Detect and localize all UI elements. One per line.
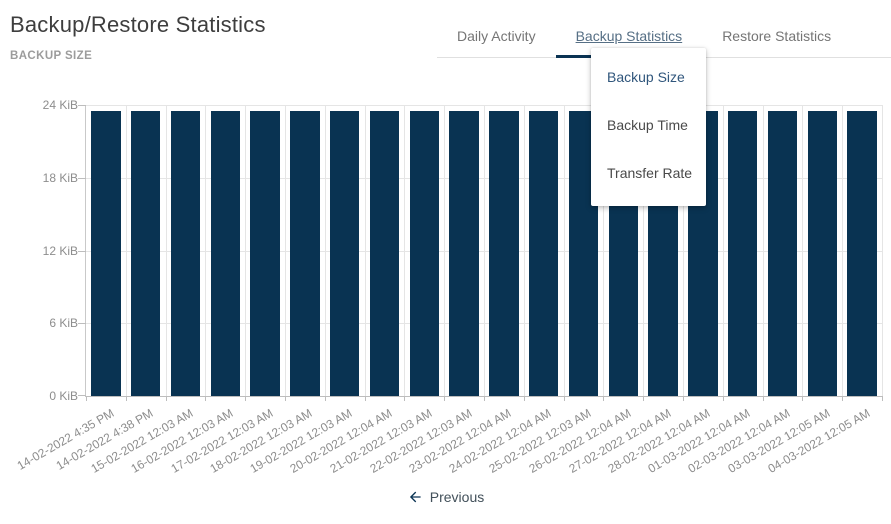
tab-label: Backup Statistics <box>575 28 683 44</box>
gridline <box>245 105 247 396</box>
previous-button[interactable]: Previous <box>407 489 484 505</box>
gridline <box>125 105 127 396</box>
x-axis-tick <box>603 396 605 401</box>
gridline <box>563 105 565 396</box>
x-axis-tick <box>563 396 565 401</box>
x-axis-tick <box>86 396 87 401</box>
x-axis-tick <box>364 396 366 401</box>
chart-bar[interactable] <box>91 111 121 396</box>
y-axis-label: 24 KiB <box>42 98 78 112</box>
tab-label: Restore Statistics <box>722 28 832 44</box>
gridline <box>324 105 326 396</box>
chart-bar[interactable] <box>290 111 320 396</box>
y-axis-tick <box>78 323 86 325</box>
previous-label: Previous <box>429 489 485 505</box>
x-axis-tick <box>484 396 485 401</box>
gridline <box>205 105 207 396</box>
chart-bar[interactable] <box>767 111 798 396</box>
chart-bar[interactable] <box>489 111 519 396</box>
chart-bar[interactable] <box>528 111 559 396</box>
page-title: Backup/Restore Statistics <box>10 12 266 37</box>
x-axis-tick <box>882 396 883 401</box>
tab-daily-activity[interactable]: Daily Activity <box>437 18 556 57</box>
y-axis-tick <box>78 177 86 179</box>
x-axis-tick <box>324 396 326 401</box>
gridline <box>523 105 525 396</box>
arrow-left-icon <box>409 491 421 503</box>
x-axis-tick <box>404 396 406 401</box>
gridline <box>722 105 724 396</box>
gridline <box>165 105 167 396</box>
chart-bar[interactable] <box>369 111 400 396</box>
gridline <box>484 105 485 396</box>
chart-plot-area <box>78 105 883 401</box>
chart-bar[interactable] <box>727 111 758 396</box>
chart-section-title: BACKUP SIZE <box>10 50 93 62</box>
y-axis-label: 18 KiB <box>42 170 78 185</box>
chart-bar[interactable] <box>847 111 877 396</box>
gridline <box>404 105 406 396</box>
menu-item-backup-time[interactable]: Backup Time <box>607 117 688 133</box>
gridline <box>683 105 684 396</box>
x-axis-tick <box>245 396 247 401</box>
menu-item-transfer-rate[interactable]: Transfer Rate <box>607 165 693 181</box>
menu-item-backup-size[interactable]: Backup Size <box>607 69 685 85</box>
gridline <box>762 105 764 396</box>
chart-bar[interactable] <box>409 111 439 396</box>
backup-size-chart: 0 KiB 6 KiB 12 KiB 18 KiB 24 KiB 14-02-2022 … <box>0 98 891 476</box>
x-axis-tick <box>842 396 844 401</box>
chart-bar[interactable] <box>170 111 201 396</box>
gridline <box>802 105 804 396</box>
gridline <box>444 105 446 396</box>
gridline <box>364 105 366 396</box>
chart-bar[interactable] <box>329 111 360 396</box>
backup-statistics-dropdown-menu: Backup Size Backup Time Transfer Rate <box>591 48 706 206</box>
chart-bar[interactable] <box>250 111 280 396</box>
x-axis-tick <box>683 396 684 401</box>
chart-bar[interactable] <box>807 111 837 396</box>
x-axis-tick <box>643 396 645 401</box>
x-axis-tick <box>125 396 127 401</box>
y-axis: 0 KiB 6 KiB 12 KiB 18 KiB 24 KiB <box>0 98 78 403</box>
chart-bar[interactable] <box>449 111 479 396</box>
x-axis-tick <box>523 396 525 401</box>
y-axis-tick <box>78 105 86 106</box>
x-axis-tick <box>205 396 207 401</box>
gridline <box>643 105 645 396</box>
x-axis-tick <box>722 396 724 401</box>
y-axis-tick <box>78 395 86 396</box>
y-axis-label: 12 KiB <box>42 243 78 258</box>
tab-restore-statistics[interactable]: Restore Statistics <box>702 18 851 57</box>
x-axis-labels: 14-02-2022 4:35 PM 14-02-2022 4:38 PM 15-0… <box>14 396 881 484</box>
x-axis-tick <box>762 396 764 401</box>
y-axis-label: 0 KiB <box>49 389 78 403</box>
y-axis-tick <box>78 250 86 252</box>
y-axis-label: 6 KiB <box>49 316 78 331</box>
gridline <box>285 105 286 396</box>
x-axis-tick <box>444 396 446 401</box>
chart-bar[interactable] <box>130 111 161 396</box>
x-axis-tick <box>165 396 167 401</box>
chart-bar[interactable] <box>210 111 240 396</box>
gridline <box>603 105 605 396</box>
tab-label: Daily Activity <box>457 28 536 44</box>
gridline <box>882 105 883 396</box>
x-axis-tick <box>285 396 286 401</box>
x-axis-tick <box>802 396 804 401</box>
gridline <box>842 105 844 396</box>
